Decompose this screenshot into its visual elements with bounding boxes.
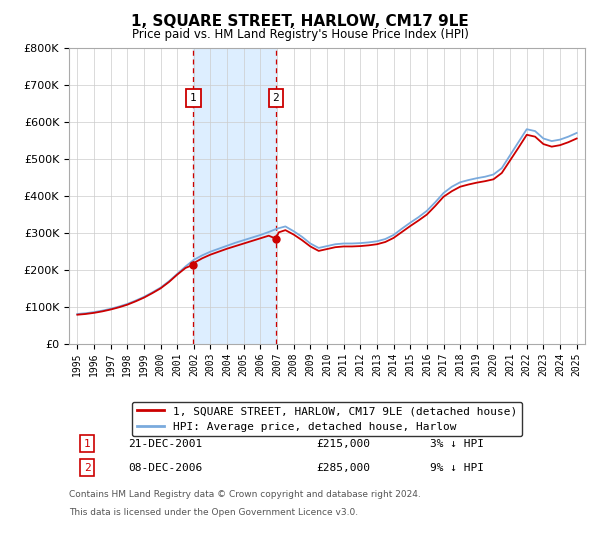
Text: Price paid vs. HM Land Registry's House Price Index (HPI): Price paid vs. HM Land Registry's House … — [131, 28, 469, 41]
Text: Contains HM Land Registry data © Crown copyright and database right 2024.: Contains HM Land Registry data © Crown c… — [69, 490, 421, 499]
Text: 21-DEC-2001: 21-DEC-2001 — [128, 439, 203, 449]
Text: 1: 1 — [83, 439, 91, 449]
Bar — [193, 48, 276, 344]
Text: 2: 2 — [272, 93, 279, 103]
Text: 08-DEC-2006: 08-DEC-2006 — [128, 463, 203, 473]
Text: 3% ↓ HPI: 3% ↓ HPI — [430, 439, 484, 449]
Text: 1, SQUARE STREET, HARLOW, CM17 9LE: 1, SQUARE STREET, HARLOW, CM17 9LE — [131, 14, 469, 29]
Text: 9% ↓ HPI: 9% ↓ HPI — [430, 463, 484, 473]
Text: This data is licensed under the Open Government Licence v3.0.: This data is licensed under the Open Gov… — [69, 507, 358, 517]
Text: 2: 2 — [83, 463, 91, 473]
Legend: 1, SQUARE STREET, HARLOW, CM17 9LE (detached house), HPI: Average price, detache: 1, SQUARE STREET, HARLOW, CM17 9LE (deta… — [132, 402, 522, 436]
Text: £215,000: £215,000 — [317, 439, 371, 449]
Text: £285,000: £285,000 — [317, 463, 371, 473]
Text: 1: 1 — [190, 93, 197, 103]
